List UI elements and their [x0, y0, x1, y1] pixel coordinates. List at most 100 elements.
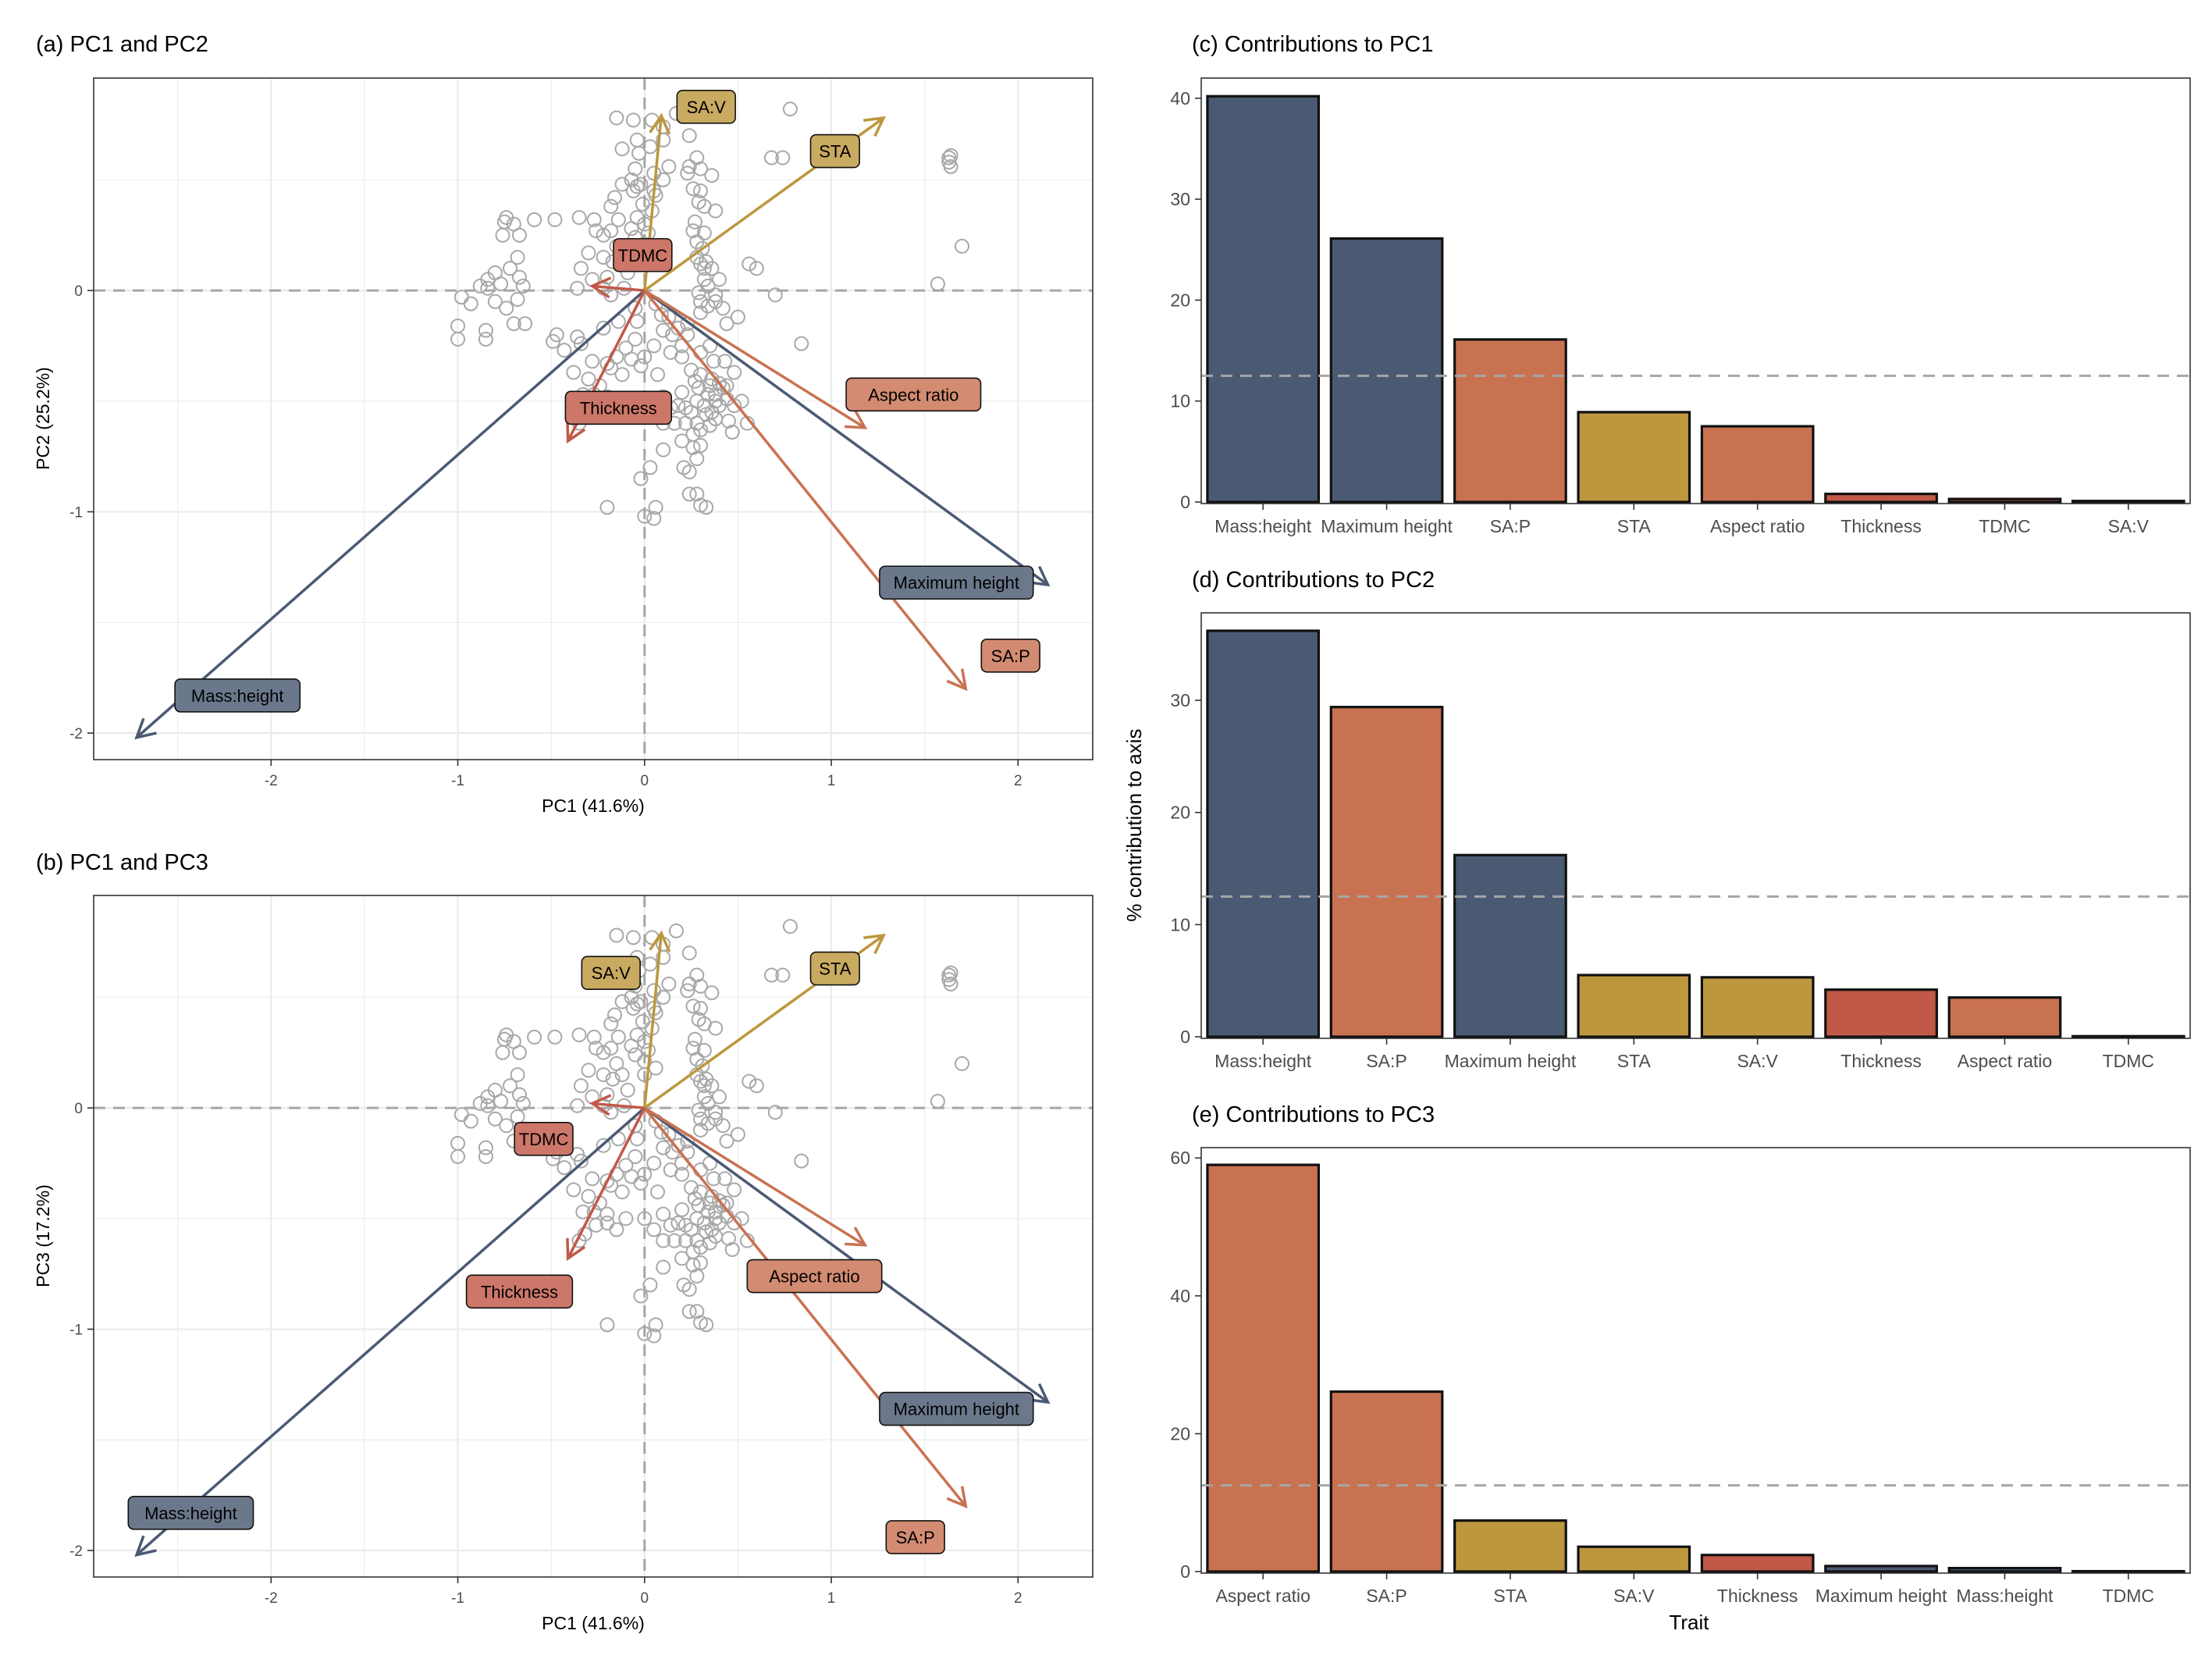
data-point	[689, 1233, 705, 1248]
label-box-aspect-ratio	[746, 1258, 883, 1294]
data-point	[693, 1122, 709, 1137]
bar-sa-v	[1700, 976, 1815, 1038]
data-point	[693, 438, 709, 454]
data-point	[566, 1182, 581, 1198]
data-point	[685, 1041, 701, 1056]
data-point	[775, 967, 791, 983]
label-sa-v: SA:V	[592, 963, 631, 983]
data-point	[618, 340, 634, 356]
category-label-thickness: Thickness	[1840, 516, 1922, 536]
panel-d-frame	[1200, 612, 2191, 1039]
data-point	[478, 1140, 493, 1155]
data-point	[624, 221, 639, 237]
data-point	[681, 976, 697, 991]
label-sta: STA	[819, 959, 851, 979]
data-point	[527, 1029, 542, 1045]
panel-b-frame	[93, 895, 1094, 1578]
category-label-tdmc: TDMC	[1979, 516, 2030, 536]
label-tdmc: TDMC	[618, 246, 668, 265]
panel-d-bars	[1206, 629, 2185, 1038]
bar-thickness	[1700, 1554, 1815, 1573]
vector-thickness	[567, 1107, 646, 1259]
data-point	[515, 1095, 531, 1111]
panel-c-frame	[1200, 77, 2191, 504]
label-box-tdmc	[613, 237, 673, 272]
label-box-tdmc	[514, 1121, 574, 1156]
bar-aspect-ratio	[1947, 996, 2062, 1038]
data-point	[685, 1257, 701, 1273]
category-label-maximum-height: Maximum height	[1321, 516, 1453, 536]
data-point	[704, 1078, 720, 1094]
data-point	[453, 290, 469, 305]
data-point	[689, 1052, 705, 1067]
data-point	[648, 500, 663, 515]
data-point	[696, 1215, 712, 1230]
data-point	[603, 1041, 619, 1056]
data-point	[656, 1259, 671, 1275]
data-point	[571, 1027, 587, 1043]
data-point	[493, 276, 509, 292]
category-label-maximum-height: Maximum height	[1815, 1586, 1947, 1606]
data-point	[717, 354, 733, 369]
data-point	[547, 212, 563, 227]
data-point	[741, 1073, 757, 1089]
data-point	[685, 440, 701, 455]
arrowhead-thickness	[566, 1237, 586, 1262]
data-point	[510, 250, 525, 265]
y-tick-label: 0	[1180, 1561, 1190, 1582]
data-point	[609, 1056, 624, 1071]
y-tick-label: 30	[1170, 690, 1190, 710]
data-point	[646, 1222, 662, 1237]
panel-a-frame	[93, 77, 1094, 760]
data-point	[581, 371, 596, 386]
data-point	[637, 349, 653, 365]
data-point	[653, 1124, 669, 1140]
data-point	[719, 1134, 734, 1149]
data-point	[503, 1078, 518, 1094]
data-point	[656, 1206, 671, 1222]
data-point	[607, 190, 623, 205]
label-box-sa-v	[676, 90, 736, 124]
data-point	[517, 316, 533, 332]
arrowhead-sa-v	[649, 112, 671, 135]
data-point	[610, 1029, 626, 1045]
data-point	[696, 198, 712, 214]
data-point	[711, 1193, 727, 1209]
data-point	[575, 1204, 591, 1219]
label-box-sa-v	[581, 956, 641, 991]
data-point	[463, 296, 478, 312]
data-point	[677, 1217, 693, 1233]
y-tick-label: 20	[1170, 1423, 1190, 1444]
data-point	[782, 101, 798, 117]
bar-aspect-ratio	[1206, 1163, 1321, 1573]
data-point	[648, 1317, 663, 1333]
panel-a-title: (a) PC1 and PC2	[36, 32, 208, 57]
data-point	[499, 1118, 514, 1134]
data-point	[717, 1171, 733, 1187]
data-point	[677, 1233, 693, 1248]
data-point	[930, 276, 945, 292]
label-sta: STA	[819, 142, 851, 162]
category-label-thickness: Thickness	[1717, 1586, 1798, 1606]
data-point	[656, 949, 671, 965]
category-label-mass-height: Mass:height	[1214, 1051, 1312, 1071]
data-point	[661, 1127, 677, 1142]
panel-a-trait-vectors	[134, 112, 1051, 740]
data-point	[603, 223, 619, 239]
x-tick-label: -2	[265, 773, 278, 789]
data-point	[487, 294, 503, 309]
data-point	[720, 1230, 736, 1246]
data-point	[693, 978, 709, 994]
data-point	[599, 1087, 615, 1102]
category-label-sa-p: SA:P	[1366, 1586, 1407, 1606]
data-point	[775, 150, 791, 166]
data-point	[661, 309, 677, 325]
category-label-aspect-ratio: Aspect ratio	[1215, 1586, 1310, 1606]
data-point	[480, 280, 496, 296]
data-point	[596, 1045, 611, 1060]
arrowhead-sa-p	[946, 1486, 968, 1509]
data-point	[684, 1180, 699, 1195]
data-point	[450, 331, 466, 347]
data-point	[656, 442, 671, 457]
data-point	[708, 1105, 724, 1120]
